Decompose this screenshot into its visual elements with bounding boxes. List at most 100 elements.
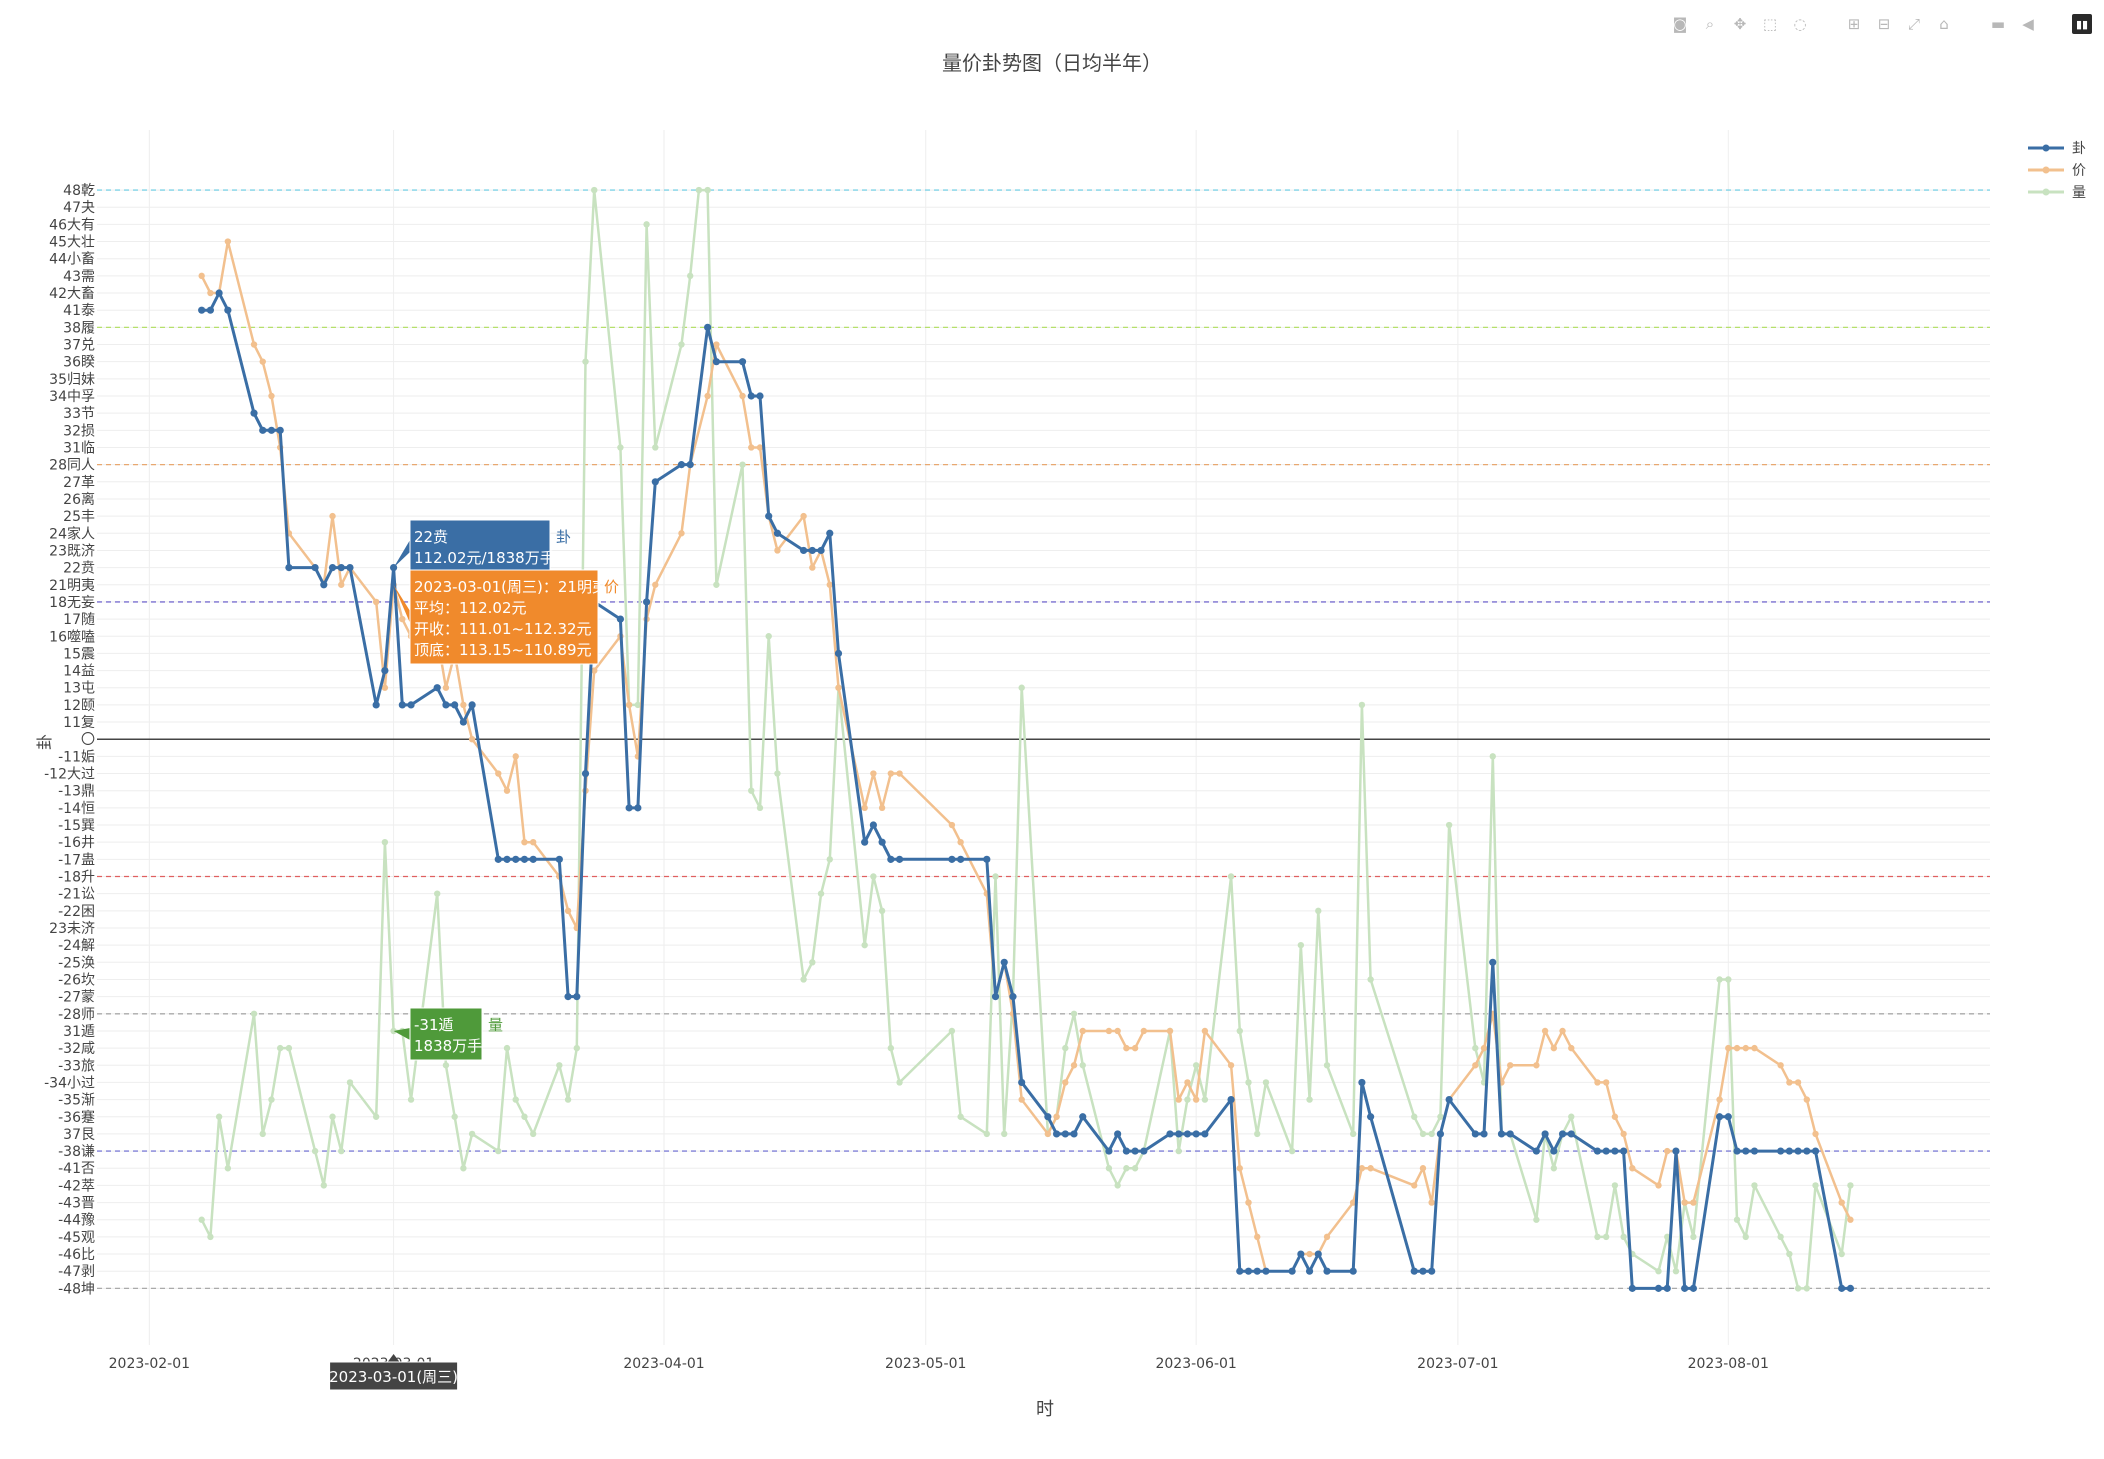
data-point[interactable] <box>1428 1130 1435 1138</box>
data-point[interactable] <box>1812 1182 1819 1189</box>
data-point[interactable] <box>878 907 886 915</box>
data-point[interactable] <box>320 581 328 589</box>
data-point[interactable] <box>1654 1284 1663 1292</box>
data-point[interactable] <box>591 186 598 194</box>
data-point[interactable] <box>1140 1147 1148 1155</box>
data-point[interactable] <box>329 512 336 520</box>
data-point[interactable] <box>765 512 773 520</box>
data-point[interactable] <box>983 855 991 863</box>
data-point[interactable] <box>1131 1147 1139 1155</box>
data-point[interactable] <box>1079 1027 1086 1035</box>
data-point[interactable] <box>1018 1096 1025 1103</box>
data-point[interactable] <box>529 838 537 846</box>
camera-icon[interactable]: ◙ <box>1672 15 1688 33</box>
data-point[interactable] <box>1079 1062 1086 1069</box>
data-point[interactable] <box>1052 1130 1061 1138</box>
data-point[interactable] <box>747 392 755 400</box>
data-point[interactable] <box>1533 1216 1540 1223</box>
data-point[interactable] <box>285 564 293 572</box>
data-point[interactable] <box>817 890 825 897</box>
data-point[interactable] <box>1358 1165 1366 1172</box>
data-point[interactable] <box>320 1182 328 1189</box>
data-point[interactable] <box>1306 1096 1313 1103</box>
data-point[interactable] <box>1594 1233 1601 1241</box>
data-point[interactable] <box>372 1113 380 1120</box>
data-point[interactable] <box>1628 1284 1636 1292</box>
data-point[interactable] <box>625 804 633 812</box>
data-point[interactable] <box>948 855 956 863</box>
data-point[interactable] <box>224 1165 232 1172</box>
data-point[interactable] <box>756 444 764 451</box>
data-point[interactable] <box>1018 1078 1026 1087</box>
data-point[interactable] <box>1550 1165 1558 1172</box>
data-point[interactable] <box>591 667 598 674</box>
data-point[interactable] <box>1183 1130 1192 1138</box>
data-point[interactable] <box>1070 1062 1078 1069</box>
data-point[interactable] <box>861 804 868 812</box>
legend-item-量[interactable]: 量 <box>2028 185 2086 201</box>
data-point[interactable] <box>468 736 476 743</box>
data-point[interactable] <box>1750 1147 1759 1155</box>
data-point[interactable] <box>1192 1130 1200 1138</box>
data-point[interactable] <box>1655 1268 1662 1275</box>
data-point[interactable] <box>1297 1250 1305 1258</box>
data-point[interactable] <box>433 684 441 692</box>
data-point[interactable] <box>207 1233 214 1241</box>
data-point[interactable] <box>739 461 746 468</box>
data-point[interactable] <box>686 272 694 280</box>
data-point[interactable] <box>338 581 345 588</box>
data-point[interactable] <box>1777 1062 1784 1069</box>
data-point[interactable] <box>1314 1250 1322 1258</box>
data-point[interactable] <box>1201 1130 1209 1138</box>
data-point[interactable] <box>1358 1078 1366 1087</box>
data-point[interactable] <box>992 873 999 880</box>
data-point[interactable] <box>1114 1182 1121 1189</box>
series-line[interactable] <box>200 240 1852 1273</box>
data-point[interactable] <box>1062 1044 1069 1052</box>
data-point[interactable] <box>1629 1165 1636 1172</box>
data-point[interactable] <box>198 306 206 314</box>
data-point[interactable] <box>826 529 834 537</box>
data-point[interactable] <box>520 855 529 863</box>
data-point[interactable] <box>1664 1233 1671 1241</box>
data-point[interactable] <box>1838 1284 1846 1292</box>
data-point[interactable] <box>1367 976 1374 983</box>
data-point[interactable] <box>991 993 1000 1001</box>
data-point[interactable] <box>948 1027 956 1035</box>
data-point[interactable] <box>1254 1130 1261 1138</box>
data-point[interactable] <box>1794 1285 1802 1292</box>
data-point[interactable] <box>495 770 502 777</box>
data-point[interactable] <box>957 855 965 863</box>
data-point[interactable] <box>1593 1147 1602 1155</box>
data-point[interactable] <box>887 1044 895 1052</box>
data-point[interactable] <box>398 701 406 709</box>
data-point[interactable] <box>800 976 807 983</box>
data-point[interactable] <box>1044 1130 1052 1138</box>
data-point[interactable] <box>512 1096 519 1103</box>
data-point[interactable] <box>1306 1250 1313 1258</box>
data-point[interactable] <box>1411 1182 1418 1189</box>
data-point[interactable] <box>381 684 389 691</box>
data-point[interactable] <box>1236 1165 1243 1172</box>
data-point[interactable] <box>642 598 651 606</box>
data-point[interactable] <box>1428 1199 1435 1206</box>
data-point[interactable] <box>1411 1113 1418 1120</box>
data-point[interactable] <box>581 769 590 778</box>
data-point[interactable] <box>712 358 720 366</box>
data-point[interactable] <box>1288 1267 1296 1275</box>
data-point[interactable] <box>800 512 807 520</box>
data-point[interactable] <box>451 701 459 709</box>
data-point[interactable] <box>1367 1113 1375 1121</box>
zoom-out-icon[interactable]: ⊟ <box>1877 15 1891 33</box>
data-point[interactable] <box>748 444 755 451</box>
data-point[interactable] <box>503 855 511 863</box>
data-point[interactable] <box>1062 1079 1069 1086</box>
data-point[interactable] <box>529 1130 537 1138</box>
data-point[interactable] <box>372 701 380 709</box>
data-point[interactable] <box>826 581 833 588</box>
data-point[interactable] <box>1497 1130 1506 1138</box>
data-point[interactable] <box>748 787 755 794</box>
data-point[interactable] <box>1715 1113 1724 1121</box>
data-point[interactable] <box>773 529 782 537</box>
data-point[interactable] <box>1716 1096 1723 1103</box>
